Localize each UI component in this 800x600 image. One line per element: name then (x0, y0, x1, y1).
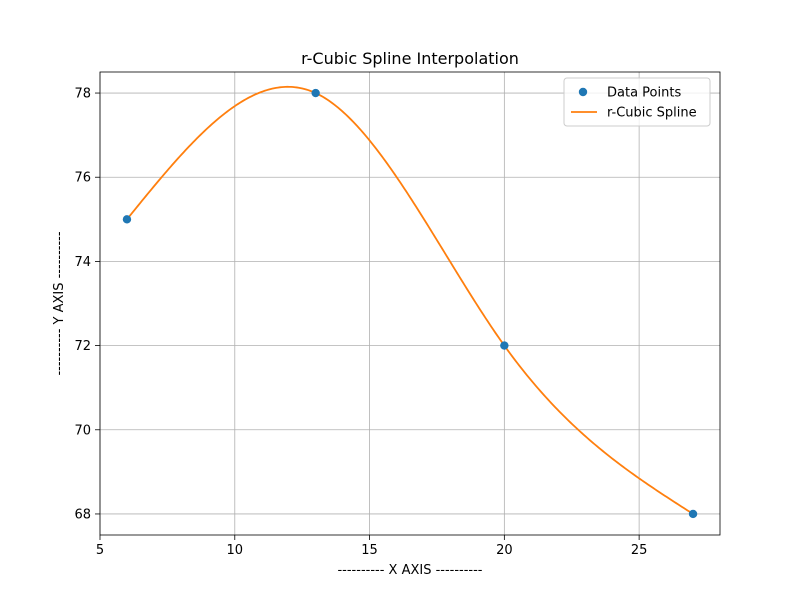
x-tick-label: 10 (227, 543, 244, 558)
legend-label: Data Points (607, 86, 681, 101)
data-point (500, 341, 509, 350)
legend: Data Points r-Cubic Spline (563, 77, 711, 127)
data-point (311, 88, 320, 98)
y-tick-label: 70 (74, 423, 91, 438)
y-tick-label: 68 (74, 507, 91, 522)
x-tick-label: 15 (361, 543, 378, 558)
y-tick-label: 78 (74, 87, 91, 102)
legend-marker-data-points (578, 87, 588, 97)
axis-ticks: 5 10 15 20 25 68 70 72 74 76 78 (74, 87, 647, 558)
y-tick-label: 76 (74, 171, 91, 186)
data-point (688, 509, 698, 519)
data-point (122, 215, 132, 224)
legend-box (563, 77, 711, 127)
plot-frame (99, 71, 721, 536)
x-tick-label: 25 (631, 543, 648, 558)
chart-title: r-Cubic Spline Interpolation (301, 49, 519, 68)
x-tick-label: 20 (496, 543, 513, 558)
y-tick-label: 72 (74, 339, 91, 354)
plot-area (122, 85, 698, 519)
y-tick-label: 74 (74, 255, 91, 270)
x-axis-label: ---------- X AXIS ---------- (337, 563, 482, 578)
y-axis-label: ---------- Y AXIS ---------- (52, 231, 67, 375)
legend-label: r-Cubic Spline (607, 106, 697, 121)
x-tick-label: 5 (96, 543, 104, 558)
spline-line (126, 85, 694, 515)
